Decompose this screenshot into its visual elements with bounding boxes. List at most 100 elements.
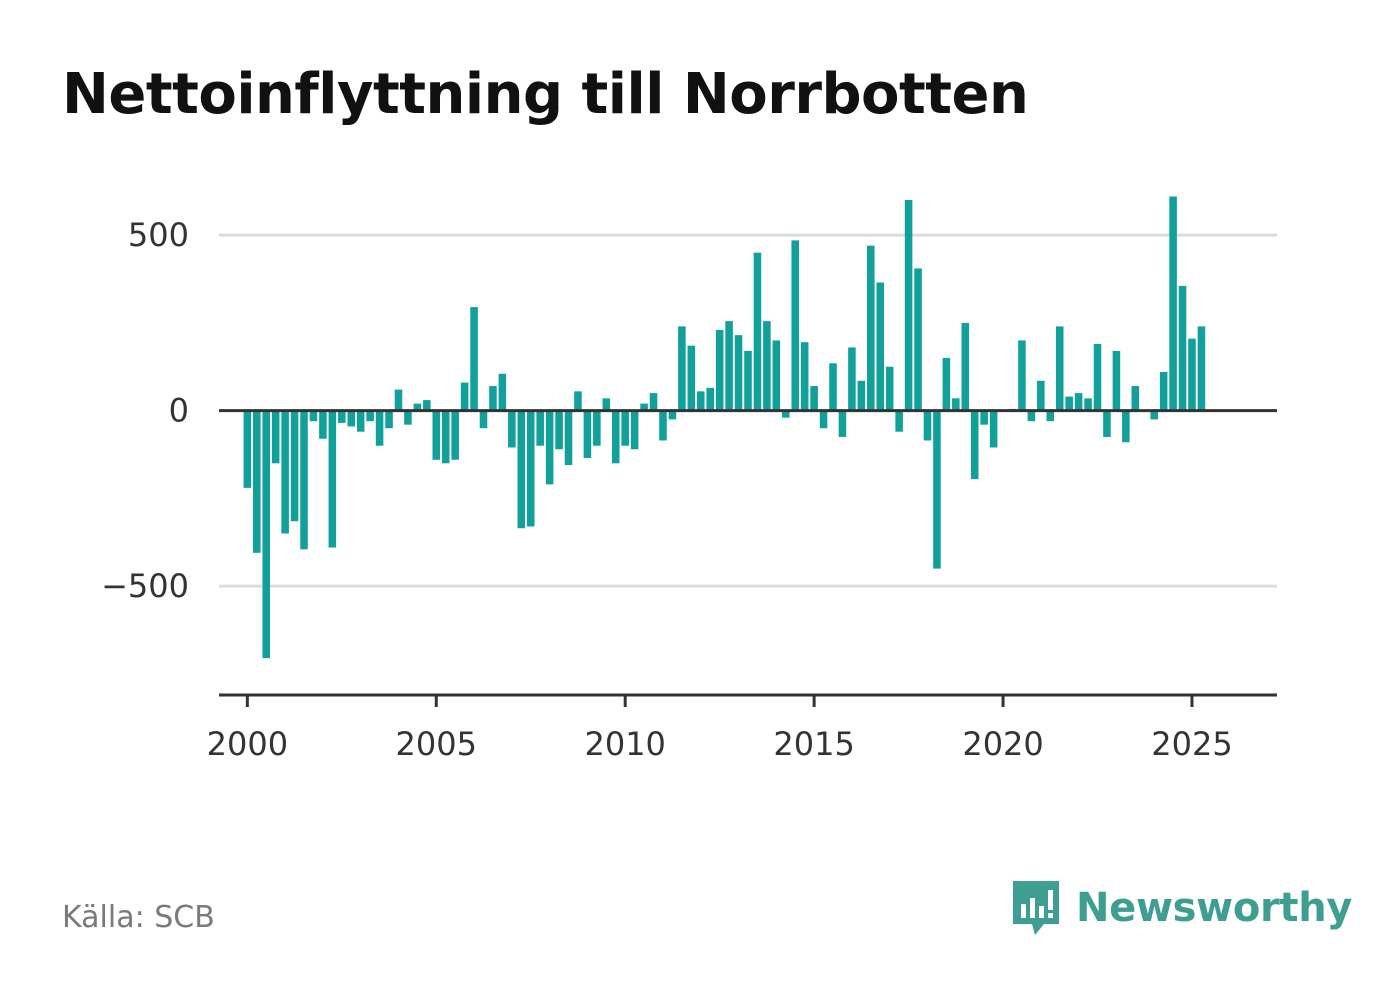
bar [1150, 410, 1158, 420]
bar [1188, 338, 1196, 411]
bar [838, 410, 847, 437]
bar [857, 380, 866, 411]
bar [791, 240, 800, 411]
newsworthy-logo-icon [1013, 881, 1059, 935]
bar [630, 410, 639, 450]
bar [1093, 343, 1102, 411]
x-tick-label: 2005 [396, 725, 477, 763]
bar [611, 410, 620, 464]
bar [281, 410, 289, 534]
bar [1159, 372, 1168, 411]
bar [1169, 196, 1177, 411]
bar [763, 321, 771, 411]
x-tick-label: 2000 [207, 725, 288, 763]
bar [980, 410, 988, 425]
bar [253, 410, 261, 553]
bar [942, 357, 951, 411]
bar [508, 410, 516, 448]
bar [923, 410, 932, 441]
brand-name: Newsworthy [1076, 885, 1353, 931]
x-tick-label: 2015 [773, 725, 854, 763]
bar [848, 347, 856, 411]
bar [451, 410, 459, 460]
bar [432, 410, 441, 460]
bar [319, 410, 327, 439]
bar [970, 410, 979, 480]
bar [385, 410, 393, 429]
bar [989, 410, 998, 448]
bar [404, 410, 412, 425]
bar [753, 252, 762, 411]
bar [819, 410, 828, 429]
x-tick-label: 2025 [1151, 725, 1232, 763]
bar [460, 382, 469, 411]
bar [593, 410, 601, 446]
bar [678, 326, 686, 411]
bar [706, 387, 714, 411]
bar [961, 322, 970, 411]
bar [441, 410, 450, 464]
bar [715, 329, 724, 411]
x-tick-label: 2020 [962, 725, 1043, 763]
bar [904, 200, 913, 411]
bar [621, 410, 629, 446]
bar [696, 391, 705, 411]
gridlines [219, 233, 1277, 588]
bar [243, 410, 252, 488]
tick-labels: 500 0 −500 2000 2005 2010 2015 2020 2025 [101, 216, 1233, 763]
bar [1122, 410, 1130, 443]
bar [394, 389, 403, 411]
bar [413, 403, 422, 411]
bar [347, 410, 356, 427]
bar [810, 386, 818, 411]
bar [479, 410, 488, 429]
bar [1131, 386, 1140, 411]
bar [1084, 398, 1092, 411]
bar [668, 410, 677, 420]
bar [498, 373, 507, 411]
x-tick-label: 2010 [584, 725, 665, 763]
bar [309, 410, 318, 422]
bar [885, 366, 894, 411]
bar [489, 386, 497, 411]
bar [602, 398, 611, 411]
bar [1074, 393, 1083, 411]
source-note: Källa: SCB [62, 900, 215, 935]
bar [659, 410, 667, 441]
bar [829, 363, 837, 411]
bar [356, 410, 365, 432]
bar [1112, 350, 1121, 411]
bar [914, 268, 922, 411]
bar [574, 391, 582, 411]
bar [933, 410, 941, 569]
bar [744, 350, 752, 411]
bar [782, 410, 790, 418]
bar [470, 307, 478, 411]
y-tick-label: 0 [169, 392, 189, 430]
bar [867, 245, 875, 411]
bar [290, 410, 299, 522]
bar [262, 410, 271, 659]
bar [583, 410, 592, 459]
bar [1018, 340, 1026, 411]
y-tick-label: 500 [128, 216, 189, 254]
bar [300, 410, 308, 550]
y-tick-label: −500 [101, 567, 189, 605]
bar [687, 345, 696, 411]
bar [338, 410, 346, 423]
bar [649, 393, 658, 411]
bar [725, 321, 733, 411]
bar [1046, 410, 1055, 422]
bar [772, 340, 781, 411]
bar [564, 410, 573, 466]
bar [1197, 326, 1206, 411]
bar [800, 342, 809, 411]
chart-title: Nettoinflyttning till Norrbotten [62, 62, 1029, 127]
bar [536, 410, 544, 446]
bar [366, 410, 374, 422]
bar [1178, 286, 1187, 411]
bar [517, 410, 526, 529]
bar [952, 398, 960, 411]
bar [375, 410, 384, 446]
